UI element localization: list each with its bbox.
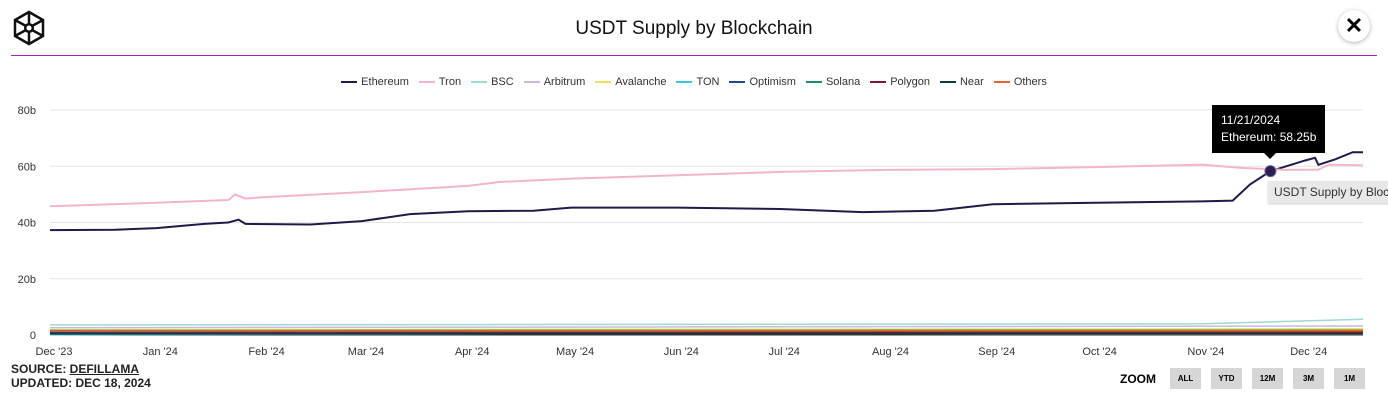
legend-label: TON <box>696 76 720 88</box>
legend-swatch <box>523 81 540 84</box>
series-line-bsc <box>49 318 1364 326</box>
legend-item-arbitrum[interactable]: Arbitrum <box>523 76 586 88</box>
zoom-3m-button[interactable]: 3M <box>1293 368 1324 389</box>
legend-label: Solana <box>825 76 861 88</box>
source-info: SOURCE: DEFILLAMA UPDATED: DEC 18, 2024 <box>11 362 151 390</box>
series-line-tron <box>49 163 1364 208</box>
x-tick-label: May '24 <box>556 346 594 358</box>
legend-label: Near <box>959 76 984 88</box>
x-tick-label: Sep '24 <box>978 346 1015 358</box>
zoom-controls: ZOOM ALL YTD 12M 3M 1M <box>1120 368 1365 389</box>
legend-swatch <box>870 81 887 84</box>
legend-item-ton[interactable]: TON <box>676 76 719 88</box>
x-tick-label: Mar '24 <box>348 346 384 358</box>
legend-item-ethereum[interactable]: Ethereum <box>341 76 409 88</box>
close-button[interactable]: ✕ <box>1338 10 1370 42</box>
zoom-12m-button[interactable]: 12M <box>1252 368 1283 389</box>
chart-title: USDT Supply by Blockchain <box>575 18 813 39</box>
tooltip-value: Ethereum: 58.25b <box>1221 130 1317 144</box>
x-tick-label: Jun '24 <box>664 346 699 358</box>
x-tick-label: Jul '24 <box>768 346 799 358</box>
legend-label: Others <box>1013 76 1047 88</box>
zoom-1m-button[interactable]: 1M <box>1334 368 1365 389</box>
cube-logo-icon <box>13 10 45 46</box>
y-tick-label: 20b <box>18 274 36 286</box>
tooltip: 11/21/2024 Ethereum: 58.25b <box>1212 105 1326 159</box>
legend-swatch <box>993 81 1010 84</box>
legend-label: Tron <box>438 76 462 88</box>
x-tick-label: Dec '24 <box>1290 346 1327 358</box>
x-tick-label: Jan '24 <box>143 346 178 358</box>
legend-label: Polygon <box>890 76 930 88</box>
header-divider <box>11 55 1377 56</box>
zoom-ytd-button[interactable]: YTD <box>1211 368 1242 389</box>
legend-swatch <box>805 81 822 84</box>
y-tick-label: 60b <box>18 161 36 173</box>
y-tick-label: 80b <box>18 105 36 117</box>
legend-label: Avalanche <box>615 76 667 88</box>
x-tick-label: Aug '24 <box>872 346 909 358</box>
tooltip-date: 11/21/2024 <box>1221 113 1281 127</box>
legend-swatch <box>729 81 746 84</box>
legend-swatch <box>341 81 358 84</box>
legend-item-others[interactable]: Others <box>993 76 1047 88</box>
legend-swatch <box>595 81 612 84</box>
y-tick-label: 40b <box>18 218 36 230</box>
legend-swatch <box>676 81 693 84</box>
zoom-label: ZOOM <box>1120 371 1156 386</box>
series-line-arbitrum <box>49 325 1364 329</box>
updated-date: UPDATED: DEC 18, 2024 <box>11 376 151 390</box>
series-line-avalanche <box>49 328 1364 331</box>
legend-swatch <box>939 81 956 84</box>
legend-item-tron[interactable]: Tron <box>418 76 462 88</box>
x-tick-label: Feb '24 <box>248 346 284 358</box>
legend: Ethereum Tron BSC Arbitrum Avalanche TON Optim… <box>0 76 1388 88</box>
legend-item-optimism[interactable]: Optimism <box>729 76 796 88</box>
legend-label: BSC <box>491 76 514 88</box>
legend-item-near[interactable]: Near <box>939 76 984 88</box>
legend-item-polygon[interactable]: Polygon <box>870 76 930 88</box>
legend-item-solana[interactable]: Solana <box>805 76 861 88</box>
legend-swatch <box>471 81 488 84</box>
source-label: SOURCE: <box>11 362 70 376</box>
x-tick-label: Apr '24 <box>455 346 490 358</box>
legend-label: Optimism <box>749 76 796 88</box>
legend-item-bsc[interactable]: BSC <box>471 76 514 88</box>
legend-label: Ethereum <box>361 76 409 88</box>
legend-label: Arbitrum <box>543 76 586 88</box>
source-link[interactable]: DEFILLAMA <box>69 362 139 376</box>
zoom-all-button[interactable]: ALL <box>1170 368 1201 389</box>
x-tick-label: Nov '24 <box>1187 346 1224 358</box>
x-tick-label: Oct '24 <box>1082 346 1117 358</box>
y-tick-label: 0 <box>30 330 36 342</box>
legend-swatch <box>418 81 435 84</box>
series-line-ethereum <box>49 151 1363 232</box>
highlight-point <box>1264 165 1277 178</box>
x-tick-label: Dec '23 <box>36 346 73 358</box>
secondary-tooltip: USDT Supply by Blockchain <box>1268 181 1388 203</box>
legend-item-avalanche[interactable]: Avalanche <box>595 76 666 88</box>
